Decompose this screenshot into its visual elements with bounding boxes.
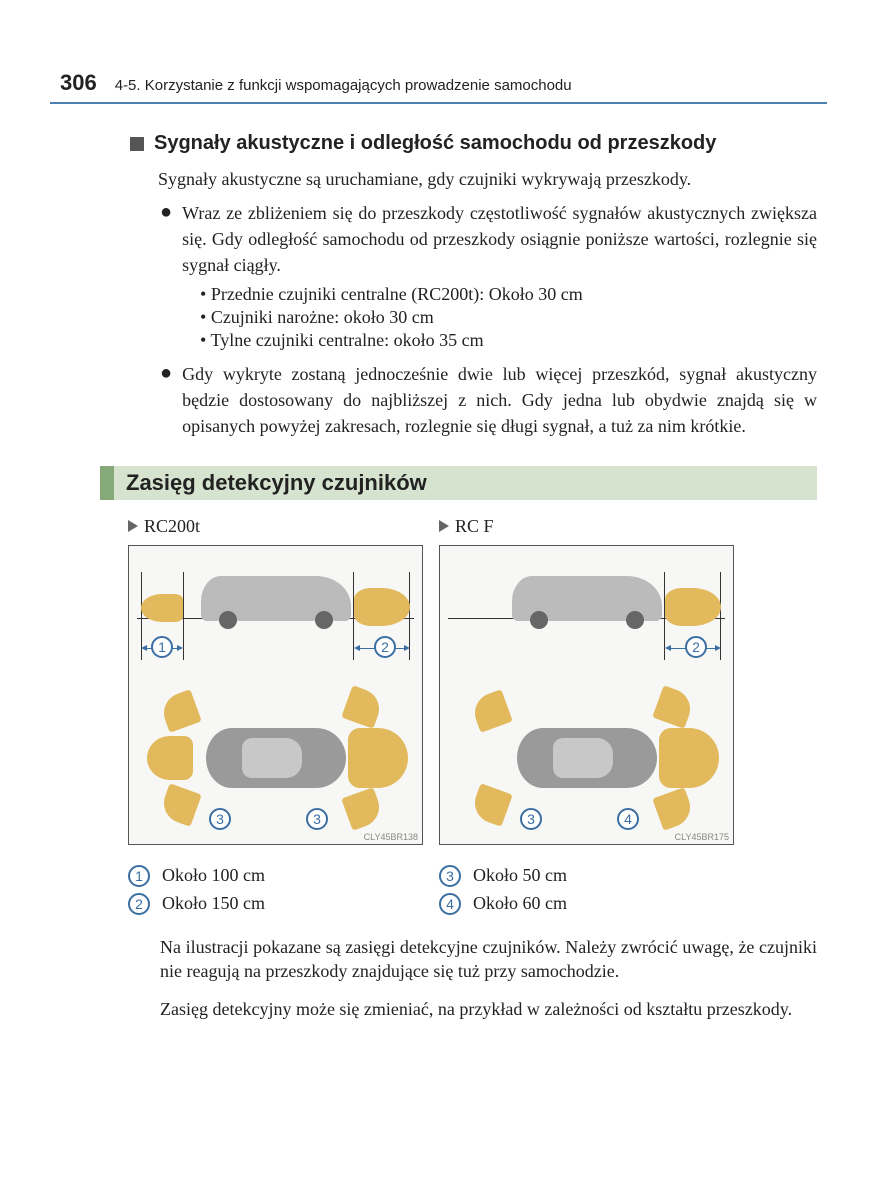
sensor-zone-icon <box>158 783 202 827</box>
heading-label: Zasięg detekcyjny czujników <box>114 466 817 500</box>
section-intro: Sygnały akustyczne są uruchamiane, gdy c… <box>158 169 817 190</box>
bullet-text: Wraz ze zbliżeniem się do przeszkody czę… <box>182 200 817 278</box>
page-number: 306 <box>60 70 97 96</box>
marker-3-icon: 3 <box>520 808 542 830</box>
sub-bullet: • Tylne czujniki centralne: około 35 cm <box>200 330 817 351</box>
marker-1-icon: 1 <box>151 636 173 658</box>
distance-row: 2 Około 150 cm <box>128 893 423 915</box>
sub-bullet: • Przednie czujniki centralne (RC200t): … <box>200 284 817 305</box>
block-heading: Zasięg detekcyjny czujników <box>100 466 817 500</box>
image-code: CLY45BR138 <box>364 832 418 842</box>
marker-4-icon: 4 <box>617 808 639 830</box>
distance-legend: 1 Około 100 cm 2 Około 150 cm 3 Około 50… <box>128 859 817 921</box>
model-column-left: RC200t 1 2 <box>128 516 423 845</box>
marker-2-icon: 2 <box>374 636 396 658</box>
model-name: RC F <box>455 516 494 537</box>
car-top-icon <box>517 728 657 788</box>
section-acoustic-signals: Sygnały akustyczne i odległość samochodu… <box>130 132 817 440</box>
marker-3-icon: 3 <box>306 808 328 830</box>
marker-1-icon: 1 <box>128 865 150 887</box>
sensor-zone-icon <box>141 594 183 622</box>
distance-text: Około 50 cm <box>473 865 567 886</box>
bullet-text: Gdy wykryte zostaną jednocześnie dwie lu… <box>182 361 817 439</box>
model-column-right: RC F 2 3 4 CLY45BR175 <box>439 516 734 845</box>
sub-bullet-text: Przednie czujniki centralne (RC200t): Ok… <box>211 284 583 304</box>
distance-row: 1 Około 100 cm <box>128 865 423 887</box>
car-top-icon <box>206 728 346 788</box>
bullet-item: ● Gdy wykryte zostaną jednocześnie dwie … <box>160 361 817 439</box>
marker-3-icon: 3 <box>209 808 231 830</box>
sensor-zone-icon <box>469 783 513 827</box>
chapter-title: 4-5. Korzystanie z funkcji wspomagającyc… <box>115 77 572 94</box>
car-side-icon <box>512 576 662 621</box>
disc-icon: ● <box>160 361 172 439</box>
sensor-zone-icon <box>652 787 696 831</box>
triangle-icon <box>128 520 138 532</box>
marker-2-icon: 2 <box>128 893 150 915</box>
marker-3-icon: 3 <box>439 865 461 887</box>
triangle-icon <box>439 520 449 532</box>
sensor-zone-icon <box>652 685 696 729</box>
car-side-icon <box>201 576 351 621</box>
diagram-rcf: 2 3 4 CLY45BR175 <box>439 545 734 845</box>
heading-accent-bar <box>100 466 114 500</box>
distance-row: 3 Około 50 cm <box>439 865 734 887</box>
sub-bullet-list: • Przednie czujniki centralne (RC200t): … <box>200 284 817 351</box>
section-title: Sygnały akustyczne i odległość samochodu… <box>154 132 716 155</box>
sensor-zone-icon <box>348 728 408 788</box>
marker-4-icon: 4 <box>439 893 461 915</box>
sensor-zone-icon <box>341 787 385 831</box>
sensor-zone-icon <box>341 685 385 729</box>
sensor-zone-icon <box>158 689 202 733</box>
diagram-rc200t: 1 2 3 3 CLY45BR138 <box>128 545 423 845</box>
note-paragraph: Zasięg detekcyjny może się zmieniać, na … <box>160 997 817 1021</box>
note-paragraph: Na ilustracji pokazane są zasięgi detekc… <box>160 935 817 984</box>
sensor-zone-icon <box>147 736 193 780</box>
sub-bullet: • Czujniki narożne: około 30 cm <box>200 307 817 328</box>
distance-row: 4 Około 60 cm <box>439 893 734 915</box>
page-header: 306 4-5. Korzystanie z funkcji wspomagaj… <box>50 70 827 104</box>
distance-text: Około 100 cm <box>162 865 265 886</box>
sensor-zone-icon <box>354 588 410 626</box>
disc-icon: ● <box>160 200 172 278</box>
sensor-zone-icon <box>659 728 719 788</box>
distance-text: Około 60 cm <box>473 893 567 914</box>
marker-2-icon: 2 <box>685 636 707 658</box>
models-row: RC200t 1 2 <box>128 516 817 845</box>
sub-bullet-text: Czujniki narożne: około 30 cm <box>211 307 434 327</box>
sub-bullet-text: Tylne czujniki centralne: około 35 cm <box>210 330 483 350</box>
sensor-zone-icon <box>469 689 513 733</box>
sensor-zone-icon <box>665 588 721 626</box>
bullet-item: ● Wraz ze zbliżeniem się do przeszkody c… <box>160 200 817 278</box>
model-name: RC200t <box>144 516 200 537</box>
distance-text: Około 150 cm <box>162 893 265 914</box>
image-code: CLY45BR175 <box>675 832 729 842</box>
square-bullet-icon <box>130 137 144 151</box>
